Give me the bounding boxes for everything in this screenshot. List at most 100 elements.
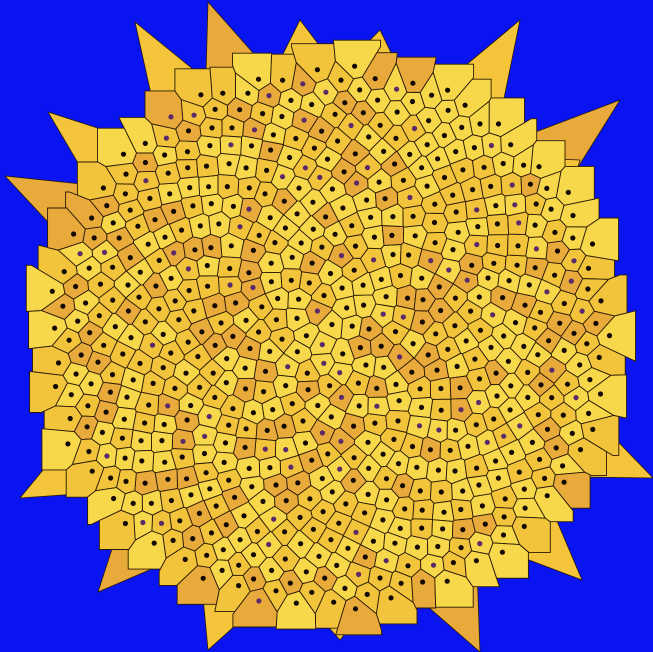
- seed-dot: [445, 107, 451, 113]
- seed-dot: [270, 132, 276, 138]
- seed-dot: [230, 333, 236, 339]
- seed-dot: [368, 214, 374, 220]
- seed-dot: [501, 514, 507, 520]
- seed-dot: [127, 255, 133, 261]
- seed-dot: [250, 284, 256, 291]
- seed-dot: [156, 257, 162, 263]
- seed-dot: [332, 231, 338, 237]
- seed-dot: [325, 451, 331, 457]
- seed-dot: [477, 327, 484, 333]
- seed-dot: [212, 394, 218, 400]
- seed-dot: [237, 107, 243, 113]
- seed-dot: [552, 229, 558, 235]
- seed-dot: [316, 553, 322, 559]
- seed-dot: [355, 380, 361, 386]
- seed-dot: [198, 92, 204, 98]
- seed-dot: [282, 529, 288, 535]
- seed-dot: [306, 280, 312, 286]
- seed-dot: [230, 406, 236, 412]
- seed-dot: [49, 288, 55, 294]
- seed-dot: [414, 544, 420, 550]
- seed-dot: [162, 234, 168, 240]
- seed-dot: [151, 540, 157, 546]
- voronoi-cell: [174, 68, 213, 108]
- seed-dot: [380, 451, 386, 457]
- seed-dot: [242, 444, 248, 450]
- seed-dot: [271, 516, 277, 522]
- seed-dot: [191, 112, 197, 118]
- seed-dot: [431, 219, 438, 226]
- seed-dot: [61, 269, 67, 275]
- seed-dot: [121, 416, 127, 422]
- seed-dot: [512, 320, 519, 326]
- seed-dot: [552, 272, 558, 278]
- seed-dot: [203, 163, 210, 169]
- seed-dot: [537, 456, 543, 462]
- voronoi-cell: [127, 530, 167, 570]
- seed-dot: [300, 81, 306, 87]
- seed-dot: [349, 323, 355, 329]
- seed-dot: [335, 138, 341, 144]
- voronoi-cell: [158, 546, 198, 586]
- seed-dot: [544, 185, 550, 191]
- voronoi-cell: [432, 63, 475, 101]
- seed-dot: [83, 300, 89, 306]
- seed-dot: [205, 283, 211, 289]
- seed-dot: [341, 169, 347, 175]
- seed-dot: [336, 520, 342, 526]
- seed-dot: [420, 297, 426, 303]
- seed-dot: [452, 323, 458, 329]
- seed-dot: [110, 264, 116, 270]
- seed-dot: [438, 407, 444, 413]
- seed-dot: [273, 317, 279, 323]
- seed-dot: [593, 320, 599, 326]
- seed-dot: [241, 513, 247, 519]
- seed-dot: [246, 465, 252, 471]
- voronoi-cell: [98, 509, 136, 550]
- seed-dot: [549, 367, 555, 373]
- seed-dot: [112, 324, 118, 330]
- seed-dot: [267, 465, 273, 471]
- seed-dot: [226, 161, 232, 167]
- seed-dot: [186, 287, 192, 294]
- seed-dot: [365, 491, 371, 497]
- voronoi-cell: [488, 542, 529, 579]
- seed-dot: [553, 445, 559, 451]
- seed-dot: [579, 308, 585, 314]
- seed-dot: [363, 362, 369, 368]
- seed-dot: [177, 518, 183, 524]
- seed-dot: [501, 333, 507, 339]
- seed-dot: [526, 282, 532, 288]
- seed-dot: [138, 438, 144, 444]
- seed-dot: [208, 530, 215, 536]
- seed-dot: [366, 326, 372, 332]
- seed-dot: [334, 562, 340, 569]
- seed-dot: [202, 433, 208, 439]
- seed-dot: [435, 156, 441, 162]
- seed-dot: [188, 402, 194, 409]
- seed-dot: [324, 156, 331, 162]
- seed-dot: [393, 135, 399, 141]
- voronoi-cell: [47, 207, 86, 251]
- seed-dot: [354, 180, 360, 186]
- seed-dot: [86, 448, 92, 455]
- seed-dot: [273, 482, 279, 488]
- seed-dot: [236, 583, 242, 589]
- seed-dot: [149, 342, 156, 348]
- seed-dot: [152, 217, 158, 223]
- seed-dot: [223, 380, 229, 386]
- seed-dot: [122, 455, 128, 461]
- seed-dot: [338, 438, 344, 444]
- seed-dot: [419, 319, 425, 325]
- seed-dot: [409, 369, 415, 375]
- seed-dot: [538, 382, 544, 388]
- seed-dot: [441, 174, 448, 181]
- seed-dot: [165, 476, 171, 482]
- seed-dot: [527, 181, 534, 187]
- seed-dot: [450, 192, 456, 198]
- seed-dot: [288, 464, 294, 470]
- voronoi-cell: [41, 428, 82, 471]
- seed-dot: [331, 599, 337, 605]
- seed-dot: [491, 416, 497, 422]
